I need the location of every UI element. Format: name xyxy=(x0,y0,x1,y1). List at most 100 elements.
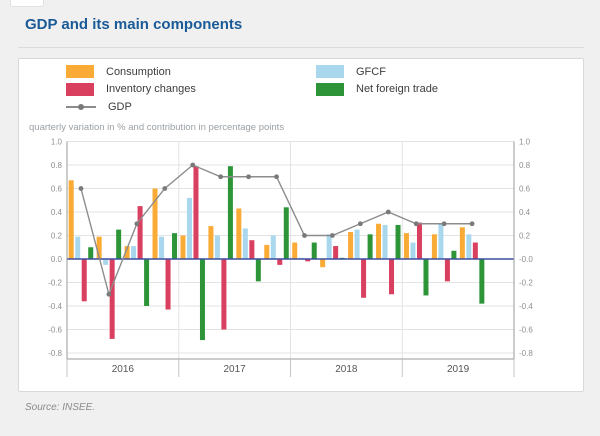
y-tick-label: 0.8 xyxy=(51,161,63,170)
gdp-marker xyxy=(330,233,335,238)
gdp-marker xyxy=(218,174,223,179)
bar xyxy=(348,232,353,259)
bar xyxy=(187,198,192,259)
bar xyxy=(451,251,456,259)
y-tick-label: -0.4 xyxy=(48,302,62,311)
page-title: GDP and its main components xyxy=(25,16,242,33)
y-tick-label: 0.6 xyxy=(519,185,531,194)
bar xyxy=(404,233,409,259)
bars-inventory-changes xyxy=(82,166,478,339)
bar xyxy=(438,224,443,259)
bar xyxy=(166,259,171,310)
y-tick-label: -0.4 xyxy=(519,302,533,311)
bar xyxy=(180,236,185,260)
bar xyxy=(410,243,415,259)
bar xyxy=(355,230,360,259)
bar xyxy=(432,234,437,259)
bar xyxy=(277,259,282,265)
gdp-marker xyxy=(134,221,139,226)
bar xyxy=(116,230,121,259)
window-tab xyxy=(10,0,44,7)
bar xyxy=(460,227,465,259)
y-tick-label: -0.2 xyxy=(48,279,62,288)
y-tick-label: -0.6 xyxy=(519,326,533,335)
bar xyxy=(200,259,205,340)
bar xyxy=(208,226,213,259)
bar xyxy=(159,237,164,259)
y-tick-label: -0.8 xyxy=(519,349,533,358)
y-axis-right: 1.0 0.8 0.6 0.4 0.2 -0.0 -0.2 -0.4 -0.6 -0.8 xyxy=(519,138,533,359)
x-year-label: 2018 xyxy=(335,364,358,375)
gdp-marker xyxy=(246,174,251,179)
gdp-marker xyxy=(107,292,112,297)
bar xyxy=(82,259,87,301)
bar xyxy=(473,243,478,259)
gdp-marker xyxy=(470,221,475,226)
chart-panel: Consumption Inventory changes GDP GFCF N… xyxy=(18,58,584,392)
bar xyxy=(376,224,381,259)
bar xyxy=(243,228,248,259)
bar xyxy=(396,225,401,259)
bar xyxy=(320,259,325,267)
bar xyxy=(479,259,484,304)
gdp-marker xyxy=(414,221,419,226)
bar xyxy=(423,259,428,295)
bar xyxy=(110,259,115,339)
bar xyxy=(88,247,93,259)
source-note: Source: INSEE. xyxy=(25,402,95,413)
bars-net-foreign-trade xyxy=(88,166,484,340)
gdp-marker xyxy=(358,221,363,226)
gdp-marker xyxy=(302,233,307,238)
x-axis: 2016 2017 2018 2019 xyxy=(67,359,514,377)
gdp-marker xyxy=(79,186,84,191)
bar xyxy=(144,259,149,306)
y-tick-label: 0.8 xyxy=(519,161,531,170)
bar xyxy=(292,243,297,259)
gdp-marker xyxy=(442,221,447,226)
x-year-label: 2017 xyxy=(224,364,247,375)
y-tick-label: 1.0 xyxy=(51,138,63,147)
bar xyxy=(172,233,177,259)
bar xyxy=(215,236,220,260)
bar xyxy=(138,206,143,259)
y-tick-label: 0.4 xyxy=(519,208,531,217)
bar xyxy=(368,234,373,259)
bar xyxy=(284,207,289,259)
bar xyxy=(256,259,261,281)
y-tick-label: -0.8 xyxy=(48,349,62,358)
bar xyxy=(75,237,80,259)
y-tick-label: 0.2 xyxy=(51,232,63,241)
y-tick-label: -0.0 xyxy=(519,255,533,264)
y-tick-label: -0.2 xyxy=(519,279,533,288)
bar xyxy=(327,234,332,259)
bar xyxy=(221,259,226,330)
bar xyxy=(103,259,108,265)
bar xyxy=(228,166,233,259)
x-year-label: 2016 xyxy=(112,364,135,375)
bar xyxy=(389,259,394,294)
y-tick-label: 1.0 xyxy=(519,138,531,147)
y-tick-label: 0.6 xyxy=(51,185,63,194)
bars-gfcf xyxy=(75,198,471,265)
bar xyxy=(383,225,388,259)
bar xyxy=(69,180,74,259)
bar xyxy=(131,246,136,259)
y-axis-left: 1.00.80.60.40.20.0-0.2-0.4-0.6-0.8 xyxy=(48,138,62,359)
bar xyxy=(466,234,471,259)
gdp-marker xyxy=(386,210,391,215)
bar xyxy=(236,208,241,259)
title-divider xyxy=(18,47,584,48)
gdp-marker xyxy=(190,163,195,168)
bar xyxy=(193,166,198,259)
bar xyxy=(361,259,366,298)
bar xyxy=(264,245,269,259)
y-tick-label: -0.6 xyxy=(48,326,62,335)
bar xyxy=(271,236,276,260)
bar xyxy=(417,223,422,259)
bar xyxy=(445,259,450,281)
y-tick-label: 0.2 xyxy=(519,232,531,241)
x-year-label: 2019 xyxy=(447,364,470,375)
gdp-marker xyxy=(162,186,167,191)
bar xyxy=(333,246,338,259)
bars-consumption xyxy=(69,180,465,267)
